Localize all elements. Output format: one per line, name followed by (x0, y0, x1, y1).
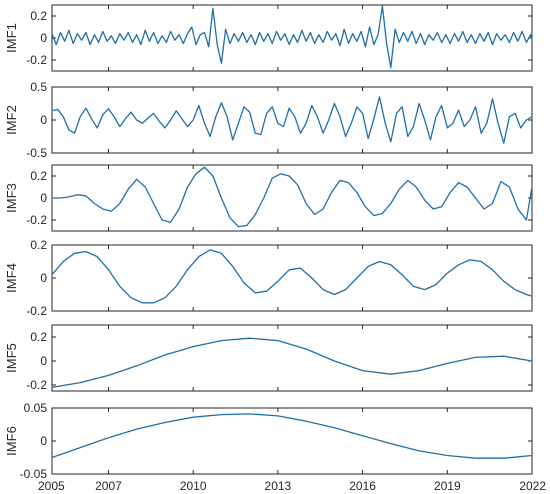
y-tick-label: 0.05 (24, 401, 48, 415)
y-tick-label: 0 (40, 31, 47, 45)
y-tick-label: -0.2 (26, 213, 47, 227)
y-axis-label: IMF4 (4, 263, 19, 293)
axes-box (51, 324, 533, 392)
y-tick-label: -0.5 (26, 146, 47, 160)
axes-box (51, 164, 533, 232)
y-axis-label: IMF6 (4, 426, 19, 456)
x-tick-label: 2019 (434, 479, 461, 493)
y-axis-label: IMF5 (4, 343, 19, 373)
panel-imf5: -0.2 0 0.2 IMF5 (4, 324, 533, 392)
series-line-imf6 (51, 413, 533, 459)
axes-box (51, 244, 533, 312)
y-tick-label: -0.2 (26, 53, 47, 67)
y-axis-label: IMF2 (4, 105, 19, 135)
x-tick-label: 2016 (349, 479, 376, 493)
y-tick-label: 0.5 (30, 80, 47, 94)
y-axis-label: IMF1 (4, 23, 19, 53)
series-line-imf5 (51, 337, 533, 389)
y-tick-label: -0.2 (26, 304, 47, 318)
series-line-imf4 (51, 249, 533, 304)
panel-imf6: -0.05 0 0.05 IMF6 (4, 401, 533, 481)
series-line-imf3 (51, 166, 533, 228)
x-tick-label: 2022 (519, 479, 546, 493)
y-tick-label: 0 (40, 191, 47, 205)
y-tick-label: 0.2 (30, 330, 47, 344)
y-tick-label: 0 (40, 434, 47, 448)
panel-imf4: -0.2 0 0.2 IMF4 (4, 238, 533, 318)
series-line-imf1 (51, 5, 533, 69)
y-tick-label: -0.2 (26, 378, 47, 392)
y-tick-label: -0.05 (20, 467, 48, 481)
panel-imf3: -0.2 0 0.2 IMF3 (4, 164, 533, 232)
x-tick-label: 2007 (95, 479, 122, 493)
y-axis-label: IMF3 (4, 183, 19, 213)
x-tick-label: 2010 (180, 479, 207, 493)
y-tick-label: 0 (40, 113, 47, 127)
x-tick-label: 2005 (38, 479, 65, 493)
series-line-imf2 (51, 96, 533, 144)
x-tick-label: 2013 (265, 479, 292, 493)
y-tick-label: 0 (40, 271, 47, 285)
panel-imf1: -0.2 0 0.2 IMF1 (4, 4, 533, 72)
y-tick-label: 0.2 (30, 9, 47, 23)
y-tick-label: 0 (40, 354, 47, 368)
y-tick-label: 0.2 (30, 169, 47, 183)
y-tick-label: 0.2 (30, 238, 47, 252)
panel-imf2: -0.5 0 0.5 IMF2 (4, 80, 533, 160)
